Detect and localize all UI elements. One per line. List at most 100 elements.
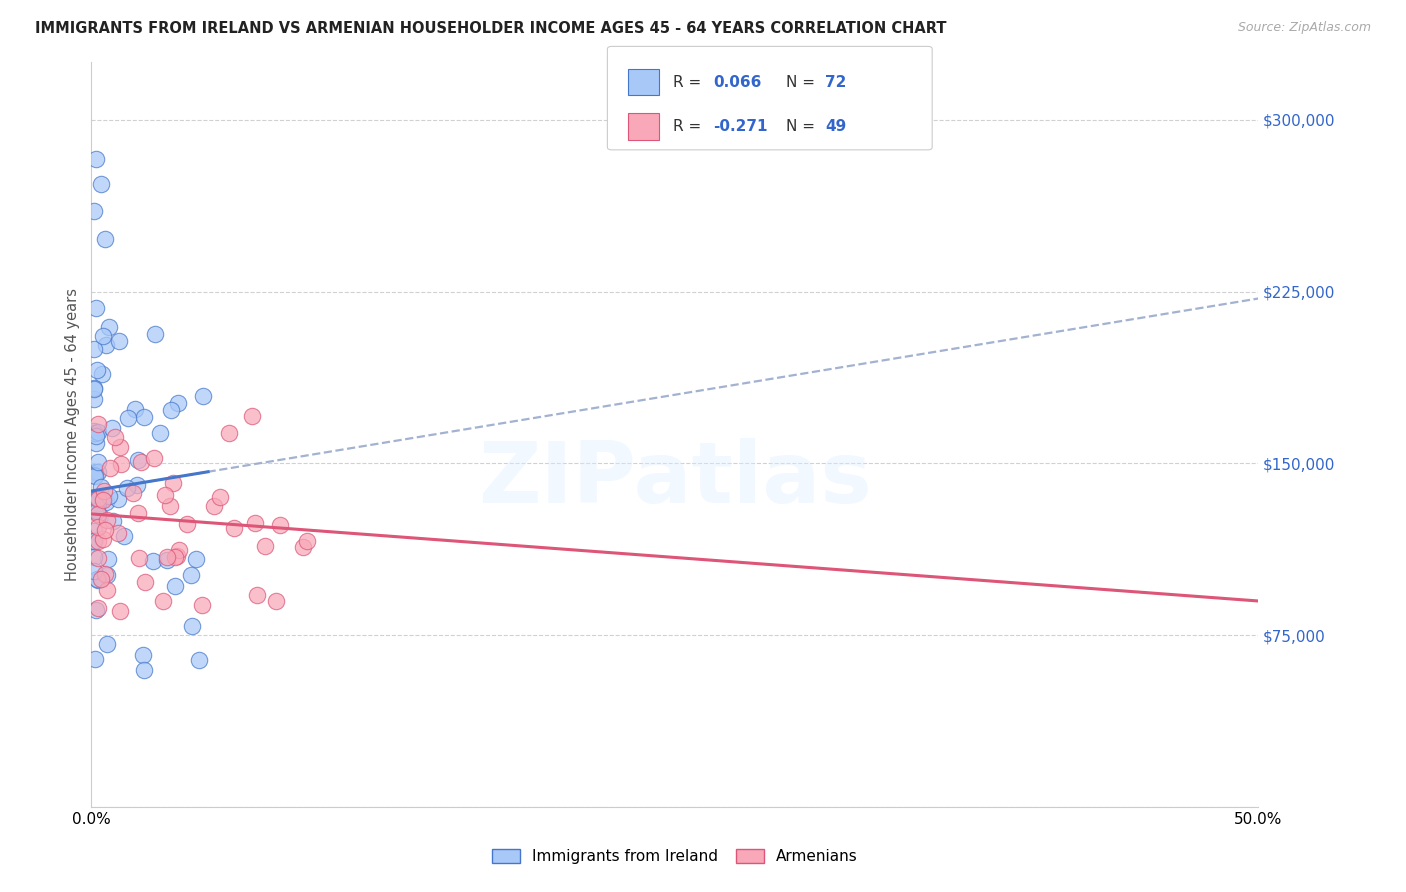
Point — [87, 496, 110, 510]
Point — [107, 492, 129, 507]
Point — [84, 435, 107, 450]
Point — [166, 396, 188, 410]
Point — [87, 417, 110, 431]
Point — [163, 549, 186, 564]
Point — [156, 550, 179, 565]
Point — [96, 582, 118, 597]
Text: Source: ZipAtlas.com: Source: ZipAtlas.com — [1237, 21, 1371, 34]
Point — [142, 553, 165, 567]
Point — [94, 338, 117, 352]
Point — [93, 483, 115, 498]
Text: 72: 72 — [825, 75, 846, 89]
Point — [84, 492, 107, 507]
Point — [108, 604, 131, 618]
Point — [93, 329, 115, 343]
Point — [83, 467, 105, 482]
Point — [84, 429, 107, 443]
Point — [87, 491, 110, 506]
Point — [166, 549, 188, 563]
Point — [90, 492, 112, 507]
Text: IMMIGRANTS FROM IRELAND VS ARMENIAN HOUSEHOLDER INCOME AGES 45 - 64 YEARS CORREL: IMMIGRANTS FROM IRELAND VS ARMENIAN HOUS… — [35, 21, 946, 36]
Point — [83, 534, 105, 549]
Point — [86, 573, 108, 587]
Point — [83, 382, 105, 396]
Point — [94, 523, 117, 537]
Point — [187, 653, 209, 667]
Point — [83, 381, 105, 395]
Point — [96, 637, 118, 651]
Point — [108, 440, 131, 454]
Point — [142, 451, 165, 466]
Point — [94, 567, 117, 582]
Point — [112, 529, 135, 543]
Point — [246, 588, 269, 602]
Point — [254, 539, 277, 553]
Point — [115, 481, 138, 495]
Point — [83, 550, 105, 565]
Point — [83, 342, 105, 356]
Text: -0.271: -0.271 — [713, 120, 768, 134]
Point — [87, 520, 110, 534]
Point — [292, 540, 315, 554]
Point — [90, 479, 112, 493]
Point — [152, 594, 174, 608]
Text: R =: R = — [673, 120, 707, 134]
Point — [132, 409, 155, 424]
Legend: Immigrants from Ireland, Armenians: Immigrants from Ireland, Armenians — [486, 843, 863, 871]
Point — [87, 508, 110, 522]
Point — [97, 552, 120, 566]
Point — [93, 492, 115, 507]
Point — [243, 516, 266, 530]
Point — [218, 425, 240, 440]
Y-axis label: Householder Income Ages 45 - 64 years: Householder Income Ages 45 - 64 years — [65, 288, 80, 582]
Text: 0.066: 0.066 — [713, 75, 761, 89]
Point — [165, 579, 187, 593]
Point — [107, 526, 129, 541]
Text: 49: 49 — [825, 120, 846, 134]
Point — [84, 504, 107, 518]
Point — [96, 512, 118, 526]
Point — [87, 466, 110, 480]
Point — [129, 455, 152, 469]
Point — [104, 430, 127, 444]
Point — [83, 203, 105, 218]
Point — [134, 663, 156, 677]
Point — [127, 453, 149, 467]
Point — [83, 533, 105, 548]
Point — [100, 420, 122, 434]
Point — [83, 564, 105, 578]
Point — [87, 491, 110, 506]
Point — [295, 533, 318, 548]
Point — [110, 457, 132, 471]
Point — [86, 362, 108, 376]
Point — [84, 602, 107, 616]
Point — [87, 600, 110, 615]
Point — [264, 594, 287, 608]
Point — [269, 517, 291, 532]
Point — [184, 551, 207, 566]
Point — [124, 401, 146, 416]
Point — [117, 410, 139, 425]
Point — [90, 177, 112, 191]
Point — [84, 465, 107, 479]
Point — [143, 326, 166, 341]
Point — [98, 320, 121, 334]
Point — [84, 468, 107, 483]
Point — [162, 476, 184, 491]
Point — [202, 499, 225, 513]
Point — [90, 572, 112, 586]
Point — [83, 424, 105, 438]
Point — [87, 573, 110, 587]
Point — [108, 334, 131, 349]
Point — [127, 478, 149, 492]
Point — [160, 403, 183, 417]
Point — [159, 500, 181, 514]
Point — [87, 455, 110, 469]
Point — [87, 534, 110, 549]
Point — [84, 152, 107, 166]
Point — [149, 425, 172, 440]
Point — [167, 543, 190, 558]
Point — [87, 551, 110, 566]
Point — [156, 553, 179, 567]
Point — [91, 532, 114, 546]
